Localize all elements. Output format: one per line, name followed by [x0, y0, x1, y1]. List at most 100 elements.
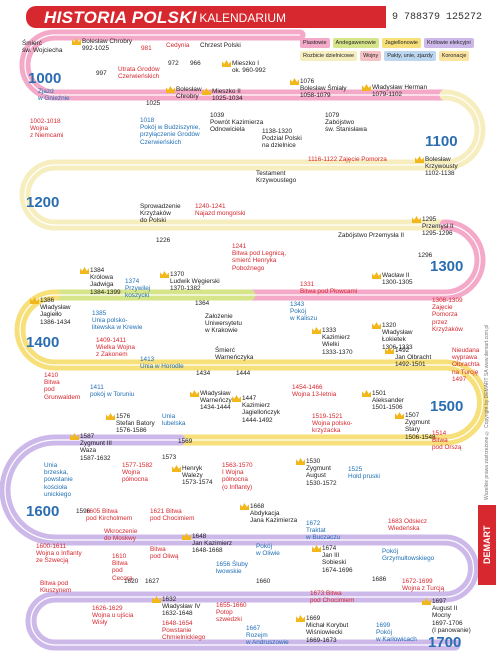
timeline-event: 1039 Powrót Kazimierza Odnowiciela	[210, 112, 264, 134]
timeline-event: 1699 Pokój w Karłowicach	[376, 622, 417, 644]
timeline-event: 1386 Władysław Jagiełło 1386-1434	[30, 297, 71, 326]
timeline-event: 1320 Władysław Łokietek 1306-1333	[372, 322, 413, 351]
timeline-event: 1563-1570 I Wojna północna (o Inflanty)	[222, 462, 253, 491]
crown-icon	[312, 545, 321, 552]
timeline-event: 1409-1411 Wielka Wojna z Zakonem	[96, 337, 135, 359]
timeline-event: 1514 Bitwa pod Orszą	[432, 430, 462, 452]
timeline-event: Wacław II 1300-1305	[372, 272, 413, 286]
timeline-event: 1411 pokój w Toruniu	[90, 384, 135, 399]
timeline-event: 1295 Przemysł II 1295-1296	[412, 216, 454, 238]
legend-item: Piastowie	[300, 38, 330, 48]
timeline-event: 1374 Przywilej koszycki	[125, 278, 151, 300]
timeline-event: 1492 Jan Olbracht 1492-1501	[385, 347, 431, 369]
century-label: 1700	[428, 634, 462, 651]
timeline-event: Cedynia	[166, 42, 190, 49]
crown-icon	[296, 458, 305, 465]
crown-icon	[232, 395, 241, 402]
timeline-event: 1333 Kazimierz Wielki 1333-1370	[312, 327, 353, 356]
title: HISTORIA POLSKI	[44, 8, 197, 27]
crown-icon	[412, 216, 421, 223]
timeline-event: 1370 Ludwik Węgierski 1370-1382	[160, 271, 220, 293]
timeline-event: 1668 Abdykacja Jana Kazimierza	[240, 503, 297, 525]
timeline-event: 1018 Pokój w Budziszynie, przyłączenie G…	[140, 117, 201, 146]
timeline-event: Utrata Grodów Czerwieńskich	[118, 66, 160, 81]
logo: DEMART	[478, 505, 496, 585]
timeline-event: Zjazd w Gnieźnie	[38, 88, 70, 103]
timeline-event: Nieudana wyprawa Olbrachta na Turcję 149…	[452, 347, 480, 383]
timeline-event: Bolesław Chrobry 992-1025	[72, 38, 132, 52]
timeline-event: 1413 Unia w Horodle	[140, 356, 184, 371]
crown-icon	[30, 297, 39, 304]
timeline-event: 1577-1582 Wojna północna	[122, 462, 153, 484]
timeline-event: 1596	[76, 508, 91, 515]
timeline-event: 1241 Bitwa pod Legnicą, śmierć Henryka P…	[232, 243, 287, 272]
timeline-event: 966	[190, 60, 201, 67]
timeline-event: 1672-1699 Wojna z Turcją	[402, 578, 445, 593]
timeline-event: Testament Krzywoustego	[256, 170, 297, 185]
timeline-event: Śmierć św. Wojciecha	[22, 40, 63, 55]
crown-icon	[296, 615, 305, 622]
timeline-event: 1569	[178, 438, 193, 445]
timeline-event: 1025	[146, 100, 161, 107]
timeline-event: 1002-1018 Wojna z Niemcami	[30, 118, 64, 140]
timeline-event: 1621 Bitwa pod Chocimiem	[150, 508, 195, 523]
timeline-event: 1525 Hołd pruski	[348, 466, 380, 481]
timeline-event: 1308-1309 Zajęcie Pomorza przez Krzyżakó…	[432, 297, 463, 333]
crown-icon	[290, 78, 299, 85]
crown-icon	[415, 156, 424, 163]
timeline-event: 1240-1241 Najazd mongolski	[195, 203, 246, 218]
timeline-event: 1501 Aleksander 1501-1506	[362, 390, 404, 412]
legend: Piastowie Andegawenowie Jagiellonowie Królo…	[300, 38, 482, 61]
timeline-event: Pokój Grzymułtowskiego	[382, 548, 435, 563]
timeline-event: Henryk Walezy 1573-1574	[172, 465, 213, 487]
timeline-event: 1600-1611 Wojna o Inflanty ze Szwecją	[36, 543, 82, 565]
timeline-event: 1076 Bolesław Śmiały 1058-1079	[290, 78, 347, 100]
timeline-event: Bitwa pod Oliwą	[150, 546, 179, 561]
timeline-event: 1385 Unia polsko- litewska w Krewie	[92, 310, 143, 332]
timeline-event: Bolesław Chrobry	[166, 86, 202, 100]
crown-icon	[372, 272, 381, 279]
timeline-event: 1669 Michał Korybut Wiśniowiecki 1669-16…	[296, 615, 348, 644]
crown-icon	[385, 347, 394, 354]
timeline-event: 1079 Zabójstwo św. Stanisława	[325, 112, 367, 134]
crown-icon	[182, 533, 191, 540]
timeline-event: 1364	[195, 300, 210, 307]
crown-icon	[160, 271, 169, 278]
crown-icon	[202, 88, 211, 95]
crown-icon	[395, 412, 404, 419]
timeline-event: Władysław Herman 1079-1102	[362, 84, 427, 98]
century-label: 1100	[425, 133, 458, 150]
century-label: 1600	[26, 503, 60, 520]
timeline-event: 981	[141, 45, 152, 52]
timeline-event: 1655-1660 Potop szwedzki	[216, 602, 247, 624]
timeline-event: Sprowadzenie Krzyżaków do Polski	[140, 203, 181, 225]
legend-item: Królowie elekcyjni	[423, 38, 474, 48]
timeline-event: Pokój w Oliwie	[256, 543, 280, 558]
crown-icon	[172, 465, 181, 472]
timeline-event: 997	[96, 70, 107, 77]
crown-icon	[190, 390, 199, 397]
timeline-event: Założenie Uniwersytetu w Krakowie	[205, 313, 242, 335]
timeline-event: 1410 Bitwa pod Grunwaldem	[44, 372, 81, 401]
timeline-event: 1632 Władysław IV 1632-1648	[152, 596, 200, 618]
timeline-event: Śmierć Warneńczyka	[215, 347, 254, 362]
century-label: 1400	[26, 334, 60, 351]
crown-icon	[422, 598, 431, 605]
timeline-event: 1116-1122 Zajęcie Pomorza	[308, 156, 387, 163]
century-label: 1000	[28, 70, 62, 87]
timeline-event: 1576 Stefan Batory 1576-1586	[106, 413, 155, 435]
crown-icon	[240, 503, 249, 510]
timeline-event: 1530 Zygmunt August 1530-1572	[296, 458, 337, 487]
timeline-event: 1434	[196, 370, 211, 377]
timeline-event: 1226	[156, 237, 171, 244]
timeline-event: 1447 Kazimierz Jagiellończyk 1444-1492	[232, 395, 280, 424]
legend-item: Jagiellonowie	[381, 38, 421, 48]
timeline-event: 1605 Bitwa pod Kircholmem	[86, 508, 133, 523]
timeline-event: 1660	[256, 578, 271, 585]
timeline-event: 972	[168, 60, 179, 67]
timeline-event: 1444	[236, 370, 251, 377]
timeline-event: 1138-1320 Podział Polski na dzielnice	[262, 128, 302, 150]
crown-icon	[80, 267, 89, 274]
